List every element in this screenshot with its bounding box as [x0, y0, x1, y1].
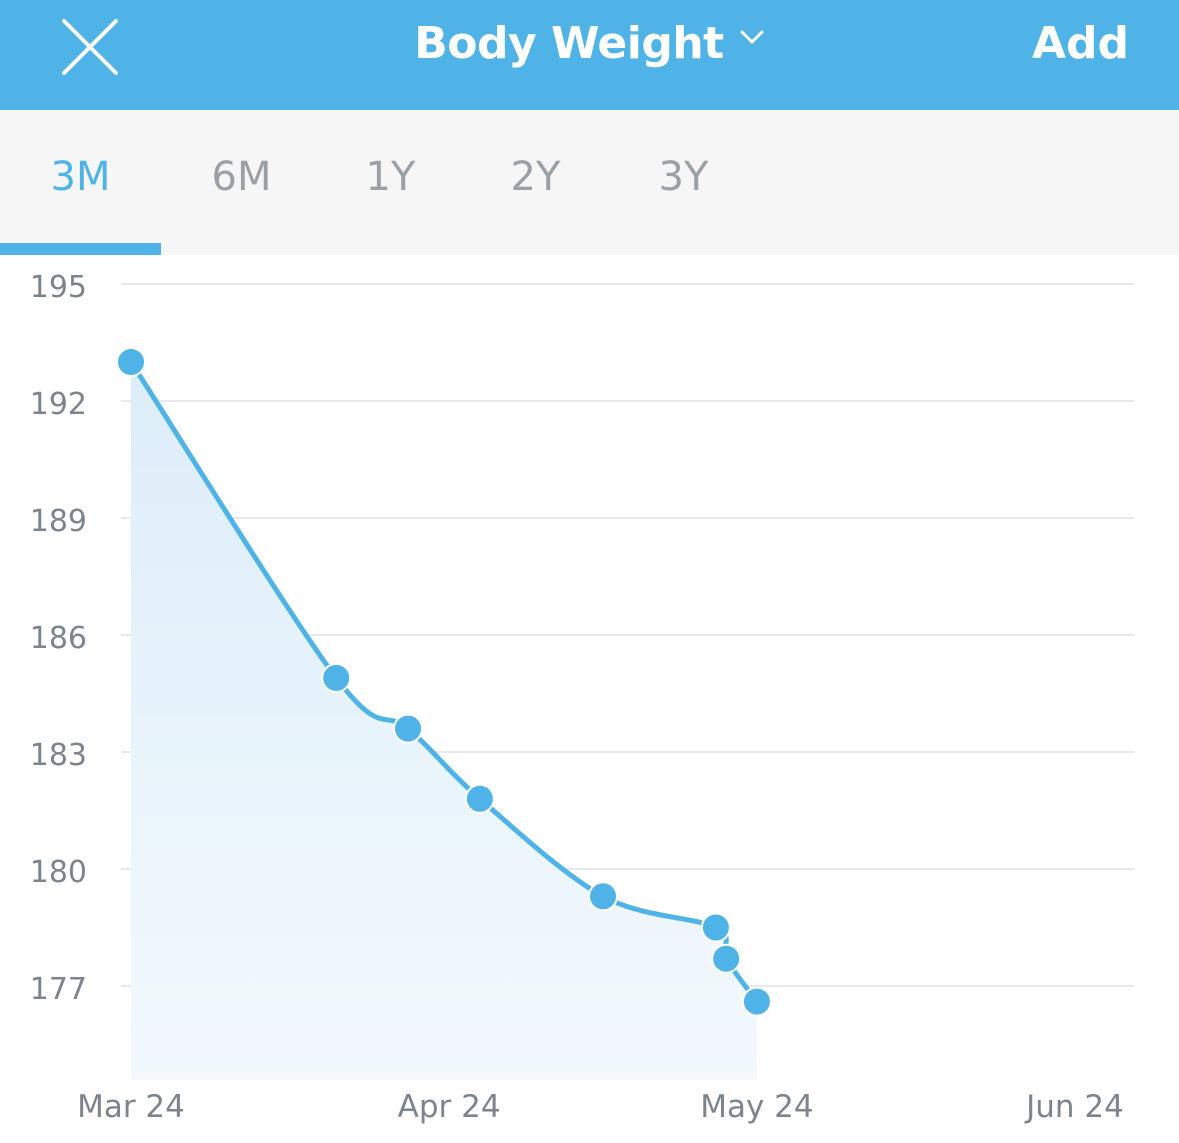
y-tick-label: 189 — [30, 504, 87, 539]
data-point[interactable] — [321, 662, 352, 693]
y-tick-label: 183 — [30, 738, 87, 773]
weight-chart: 195 192 189 186 183 180 177 Mar 24 Apr 24 May 24… — [0, 255, 1179, 1139]
title-dropdown[interactable]: Body Weight — [0, 18, 1179, 69]
data-point[interactable] — [464, 783, 495, 814]
x-tick-label: Jun 24 — [1024, 1089, 1124, 1125]
active-tab-indicator — [0, 243, 161, 255]
y-axis-ticks: 195 192 189 186 183 180 177 — [30, 270, 87, 1007]
close-icon — [62, 19, 118, 75]
area-fill-layer — [131, 362, 757, 1080]
data-point[interactable] — [711, 943, 742, 974]
area-fill — [131, 362, 757, 1080]
tab-6m[interactable]: 6M — [211, 154, 272, 200]
weight-chart-svg: 195 192 189 186 183 180 177 Mar 24 Apr 24 May 24… — [30, 270, 1134, 1125]
x-tick-label: Apr 24 — [398, 1089, 501, 1125]
header-bar: Body Weight Add — [0, 0, 1179, 110]
add-button[interactable]: Add — [1031, 18, 1129, 69]
chevron-down-icon — [740, 30, 764, 43]
data-point[interactable] — [116, 347, 146, 377]
x-tick-label: May 24 — [700, 1089, 813, 1125]
page-title: Body Weight — [414, 18, 724, 69]
tab-2y[interactable]: 2Y — [510, 154, 561, 200]
y-tick-label: 177 — [30, 972, 87, 1007]
y-tick-label: 195 — [30, 270, 87, 305]
y-tick-label: 180 — [30, 855, 87, 890]
y-tick-label: 192 — [30, 387, 87, 422]
tab-3m[interactable]: 3M — [50, 154, 111, 200]
close-button[interactable] — [58, 15, 122, 79]
data-point[interactable] — [700, 912, 731, 943]
x-tick-label: Mar 24 — [77, 1089, 185, 1125]
range-tabs: 3M 6M 1Y 2Y 3Y — [0, 110, 1179, 255]
data-point[interactable] — [588, 881, 618, 912]
data-point[interactable] — [393, 713, 424, 744]
tab-1y[interactable]: 1Y — [365, 154, 416, 200]
data-point[interactable] — [741, 986, 772, 1017]
data-points — [116, 347, 772, 1017]
x-axis-ticks: Mar 24 Apr 24 May 24 Jun 24 — [77, 1089, 1124, 1125]
tab-3y[interactable]: 3Y — [658, 154, 709, 200]
y-tick-label: 186 — [30, 621, 87, 656]
